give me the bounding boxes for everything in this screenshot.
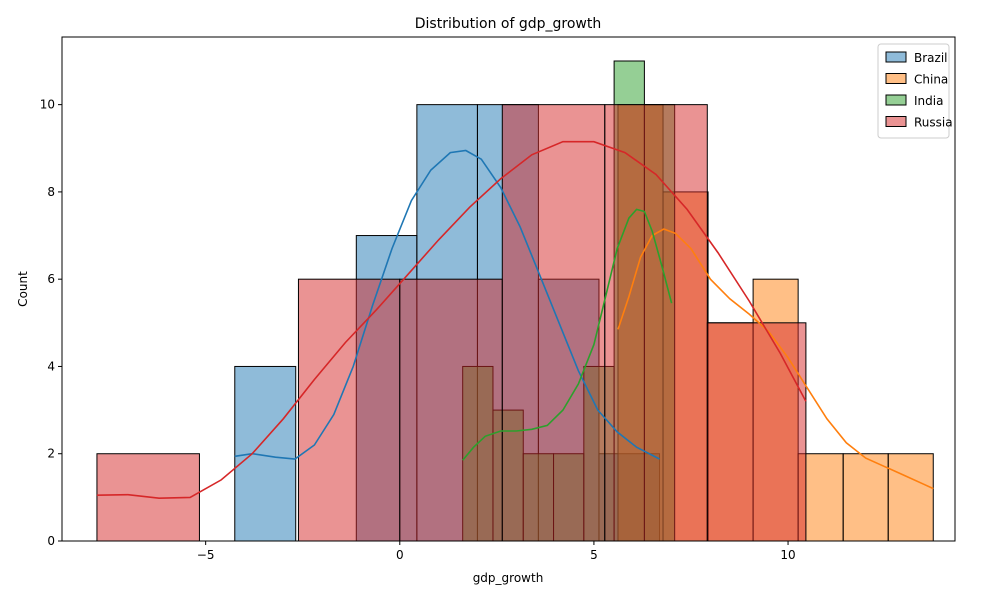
kde-line-india [462,208,673,461]
legend-label-brazil: Brazil [914,51,948,65]
bar-russia-5 [604,104,708,542]
legend-swatch-china [885,73,907,84]
bar-russia-3 [399,278,503,542]
y-tick-label: 10 [40,98,55,112]
bar-russia-4 [501,104,606,542]
legend-box [877,43,950,139]
legend-swatch-brazil [885,51,907,63]
y-tick-label: 2 [47,447,55,461]
x-tick-label: 5 [590,548,598,562]
bar-china-6 [887,453,934,542]
y-tick-label: 0 [47,534,55,548]
y-axis-label: Count [16,271,30,307]
legend-swatch-russia [885,116,907,127]
y-tick-label: 6 [47,272,55,286]
plot-area [61,36,956,542]
bar-brazil-0 [234,365,297,542]
legend-swatch-india [885,94,907,106]
kde-layer [96,140,934,500]
chart-title: Distribution of gdp_growth [415,16,601,32]
bars-layer [96,60,934,542]
bar-russia-2 [297,278,401,542]
bar-china-5 [842,453,889,542]
axes-layer: −5 0 5 10 0 2 4 6 8 10 [40,98,796,562]
legend-label-russia: Russia [914,116,953,130]
x-axis-label: gdp_growth [473,571,544,585]
legend[interactable]: Brazil China India Russia [877,43,953,139]
x-tick-label: −5 [197,548,215,562]
legend-label-china: China [914,73,948,87]
kde-line-brazil [234,149,660,460]
x-tick-label: 0 [396,548,404,562]
legend-label-india: India [914,94,943,108]
bar-russia-6 [706,322,807,542]
y-tick-label: 8 [47,185,55,199]
kde-line-china [617,228,934,490]
x-tick-label: 10 [780,548,795,562]
y-tick-label: 4 [47,359,55,373]
kde-line-russia [96,140,807,500]
